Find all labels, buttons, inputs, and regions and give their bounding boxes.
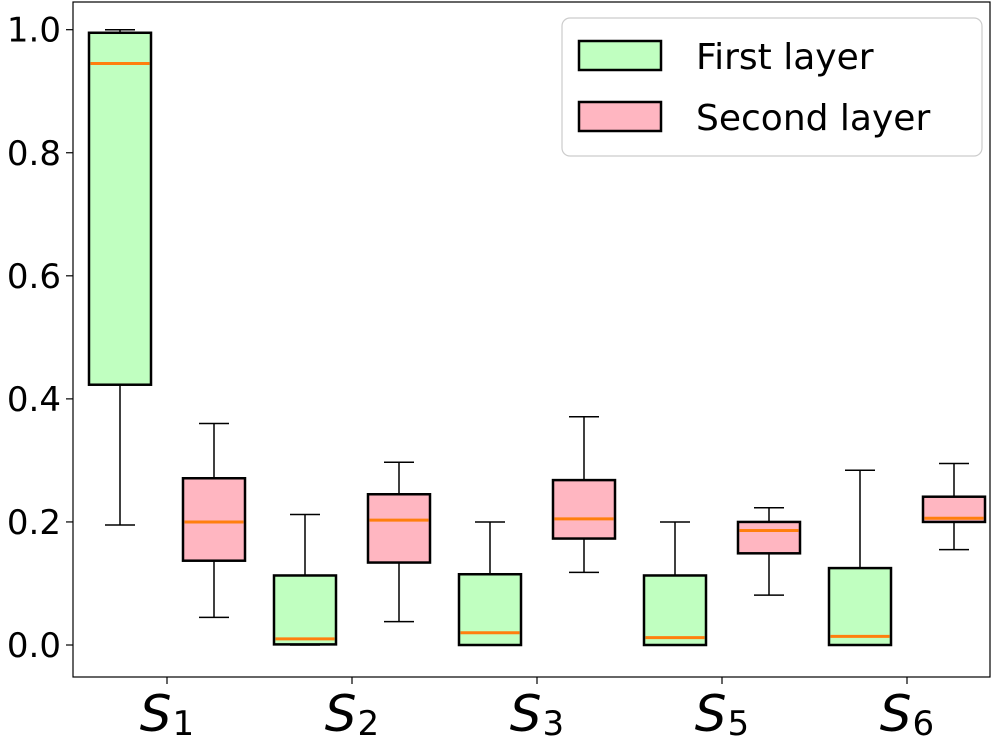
iqr-box: [181, 477, 247, 562]
legend-swatch-first-layer: [577, 39, 663, 72]
legend-swatch-second-layer: [577, 100, 663, 133]
iqr-box: [457, 572, 523, 647]
iqr-box: [736, 520, 802, 555]
y-tick-label: 0.0: [7, 626, 61, 666]
y-axis: 0.0 0.2 0.4 0.6 0.8 1.0: [7, 11, 73, 666]
box-second-layer-0: [181, 422, 247, 619]
iqr-box: [827, 566, 893, 647]
y-tick-label: 0.8: [7, 134, 61, 174]
x-tick-label: S1: [140, 685, 194, 738]
boxes-layer: [87, 28, 987, 647]
box-first-layer-2: [457, 521, 523, 647]
iqr-box: [272, 574, 338, 646]
box-second-layer-1: [366, 461, 432, 623]
x-axis: S1 S2 S3 S5 S6: [140, 677, 934, 738]
x-tick-label: S6: [880, 685, 934, 738]
iqr-box: [366, 493, 432, 564]
box-first-layer-3: [642, 521, 708, 647]
x-tick-label: S2: [325, 685, 379, 738]
legend-label-first-layer: First layer: [696, 37, 874, 78]
legend-frame: [561, 17, 983, 157]
iqr-box: [551, 478, 617, 540]
y-tick-label: 0.2: [7, 503, 61, 543]
y-tick-label: 0.6: [7, 257, 61, 297]
plot-frame: [72, 1, 991, 678]
box-second-layer-2: [551, 415, 617, 574]
legend: First layer Second layer: [561, 17, 983, 157]
box-first-layer-0: [87, 28, 153, 526]
box-second-layer-3: [736, 507, 802, 596]
x-tick-label: S5: [695, 685, 749, 738]
box-second-layer-4: [921, 462, 987, 551]
y-tick-label: 1.0: [7, 11, 61, 51]
iqr-box: [642, 574, 708, 647]
iqr-box: [87, 31, 153, 386]
y-tick-label: 0.4: [7, 380, 61, 420]
box-first-layer-4: [827, 469, 893, 647]
box-first-layer-1: [272, 513, 338, 646]
x-tick-label: S3: [510, 685, 564, 738]
legend-label-second-layer: Second layer: [696, 98, 930, 139]
